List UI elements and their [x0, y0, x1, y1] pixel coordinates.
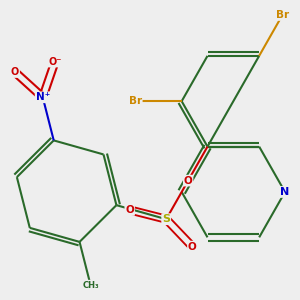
Text: O: O	[188, 242, 197, 252]
Text: O: O	[184, 176, 193, 186]
Text: N: N	[280, 187, 290, 197]
Text: Br: Br	[276, 10, 289, 20]
Text: Br: Br	[129, 96, 142, 106]
Text: O: O	[125, 205, 134, 215]
Text: S: S	[162, 214, 170, 224]
Text: CH₃: CH₃	[82, 280, 99, 290]
Text: N⁺: N⁺	[36, 92, 50, 102]
Text: O⁻: O⁻	[48, 57, 62, 67]
Text: O: O	[11, 67, 19, 77]
